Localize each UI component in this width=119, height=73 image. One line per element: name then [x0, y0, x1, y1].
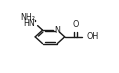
- Text: OH: OH: [87, 32, 99, 41]
- Text: HN: HN: [23, 19, 35, 28]
- Text: N: N: [54, 26, 60, 35]
- Text: NH₂: NH₂: [20, 13, 35, 22]
- Text: O: O: [73, 20, 79, 29]
